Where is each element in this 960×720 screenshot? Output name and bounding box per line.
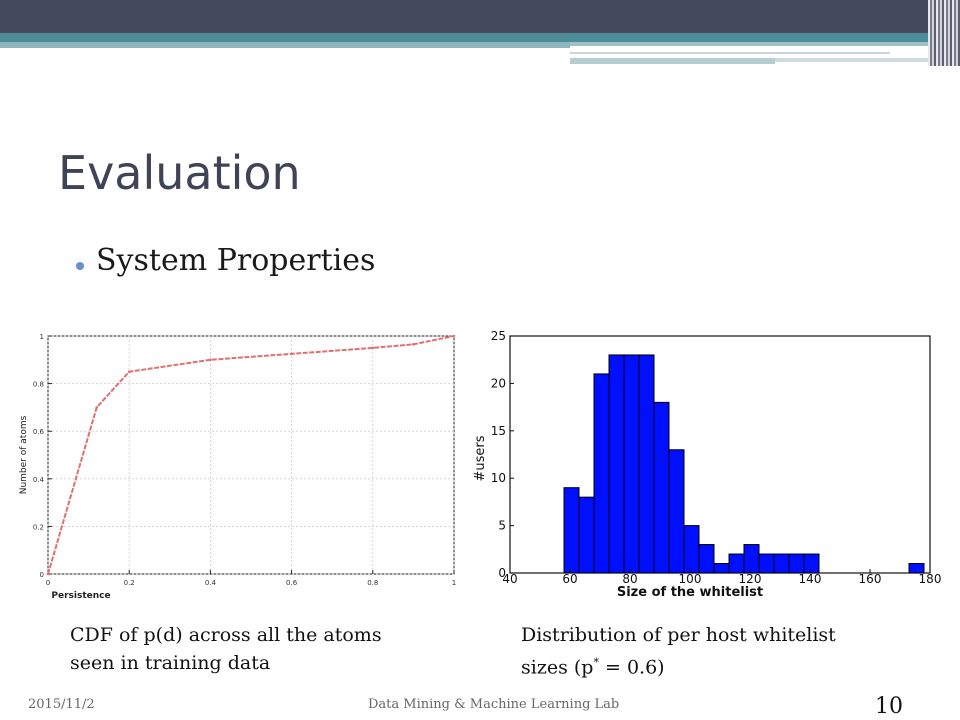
slide-title: Evaluation [58, 146, 301, 200]
histogram-bar [638, 354, 655, 574]
header-decoration [928, 0, 960, 66]
y-tick-label: 20 [491, 376, 506, 390]
y-tick-label: 0 [40, 571, 44, 579]
x-tick-label: 120 [739, 572, 762, 586]
x-tick-label: 0.6 [286, 579, 298, 587]
x-tick-label: 0 [46, 579, 50, 587]
x-axis-label: Size of the whitelist [617, 585, 763, 600]
data-point [412, 343, 415, 346]
histogram-bar [668, 449, 685, 574]
right-caption-line: Distribution of per host whitelist [521, 624, 836, 646]
left-caption-line: seen in training data [70, 652, 271, 674]
y-tick-label: 0.2 [33, 523, 44, 531]
y-tick-label: 0.6 [33, 428, 45, 436]
right-caption: Distribution of per host whitelist sizes… [521, 621, 836, 681]
histogram-bar [683, 525, 700, 574]
y-tick-label: 0 [498, 566, 506, 580]
x-tick-label: 140 [799, 572, 822, 586]
left-caption-line: CDF of p(d) across all the atoms [70, 624, 382, 646]
histogram-bar [698, 544, 715, 574]
data-point [452, 334, 456, 338]
data-point [209, 358, 212, 362]
bullet-text: System Properties [96, 243, 376, 278]
cdf-line-chart: 0 0.2 0.4 0.6 0.8 1 0 0.2 0.4 0.6 0.8 1 Persistence N… [19, 333, 456, 601]
histogram-bar [563, 487, 580, 574]
y-tick-label: 15 [491, 424, 506, 438]
histogram-bar [803, 553, 820, 574]
caption-superscript: * [593, 656, 599, 669]
right-caption-line: sizes (p* = 0.6) [521, 649, 836, 681]
histogram-bar [788, 553, 805, 574]
histogram-bar [728, 553, 745, 574]
histogram-bar [743, 544, 760, 574]
histogram-bar [578, 496, 595, 574]
header-band [0, 33, 960, 42]
data-point [127, 370, 131, 373]
histogram-bar [773, 553, 790, 574]
x-tick-label: 40 [502, 572, 517, 586]
x-axis-label: Persistence [51, 591, 110, 601]
data-point [290, 352, 293, 356]
histogram-bar [653, 401, 670, 574]
y-tick-label: 0.4 [33, 476, 45, 484]
x-tick-label: 60 [562, 572, 577, 586]
caption-text: sizes (p [521, 656, 594, 679]
y-axis-label: #users [473, 435, 488, 481]
x-tick-label: 0.8 [367, 579, 378, 587]
histogram-bar [713, 563, 730, 574]
y-tick-label: 5 [498, 519, 506, 533]
histogram-bar [758, 553, 775, 574]
x-tick-label: 180 [919, 572, 942, 586]
histogram-bar [908, 563, 925, 574]
caption-text: = 0.6) [598, 656, 665, 679]
header-bar [0, 0, 960, 33]
data-point [95, 406, 99, 409]
histogram-bar [623, 354, 640, 574]
y-tick-label: 25 [491, 330, 506, 343]
bullet-dot [76, 262, 84, 270]
left-caption: CDF of p(d) across all the atoms seen in… [70, 621, 382, 677]
header-stripe [775, 58, 960, 62]
x-tick-label: 0.4 [205, 579, 217, 587]
x-tick-label: 100 [679, 572, 702, 586]
header-stripe [570, 52, 890, 54]
x-tick-label: 160 [859, 572, 882, 586]
data-point [46, 572, 50, 576]
footer-text: Data Mining & Machine Learning Lab [368, 697, 620, 712]
data-point [371, 346, 375, 350]
y-tick-label: 0.8 [33, 381, 44, 389]
histogram-bar [608, 354, 625, 574]
x-tick-label: 80 [622, 572, 637, 586]
footer-date: 2015/11/2 [28, 697, 95, 712]
plot-area [47, 335, 455, 575]
cdf-line [47, 335, 455, 575]
header-stripe [570, 58, 775, 64]
y-tick-label: 1 [40, 333, 44, 341]
header-stripe [0, 42, 570, 48]
header-stripe [570, 42, 960, 46]
x-tick-label: 1 [452, 579, 456, 587]
x-tick-label: 0.2 [124, 579, 135, 587]
page-number: 10 [875, 694, 903, 719]
y-axis-label: Number of atoms [19, 415, 29, 494]
whitelist-histogram: 40 60 80 100 120 140 160 180 0 5 10 15 20 25 Size of t… [473, 330, 942, 600]
y-tick-label: 10 [491, 471, 506, 485]
histogram-bar [593, 373, 610, 574]
